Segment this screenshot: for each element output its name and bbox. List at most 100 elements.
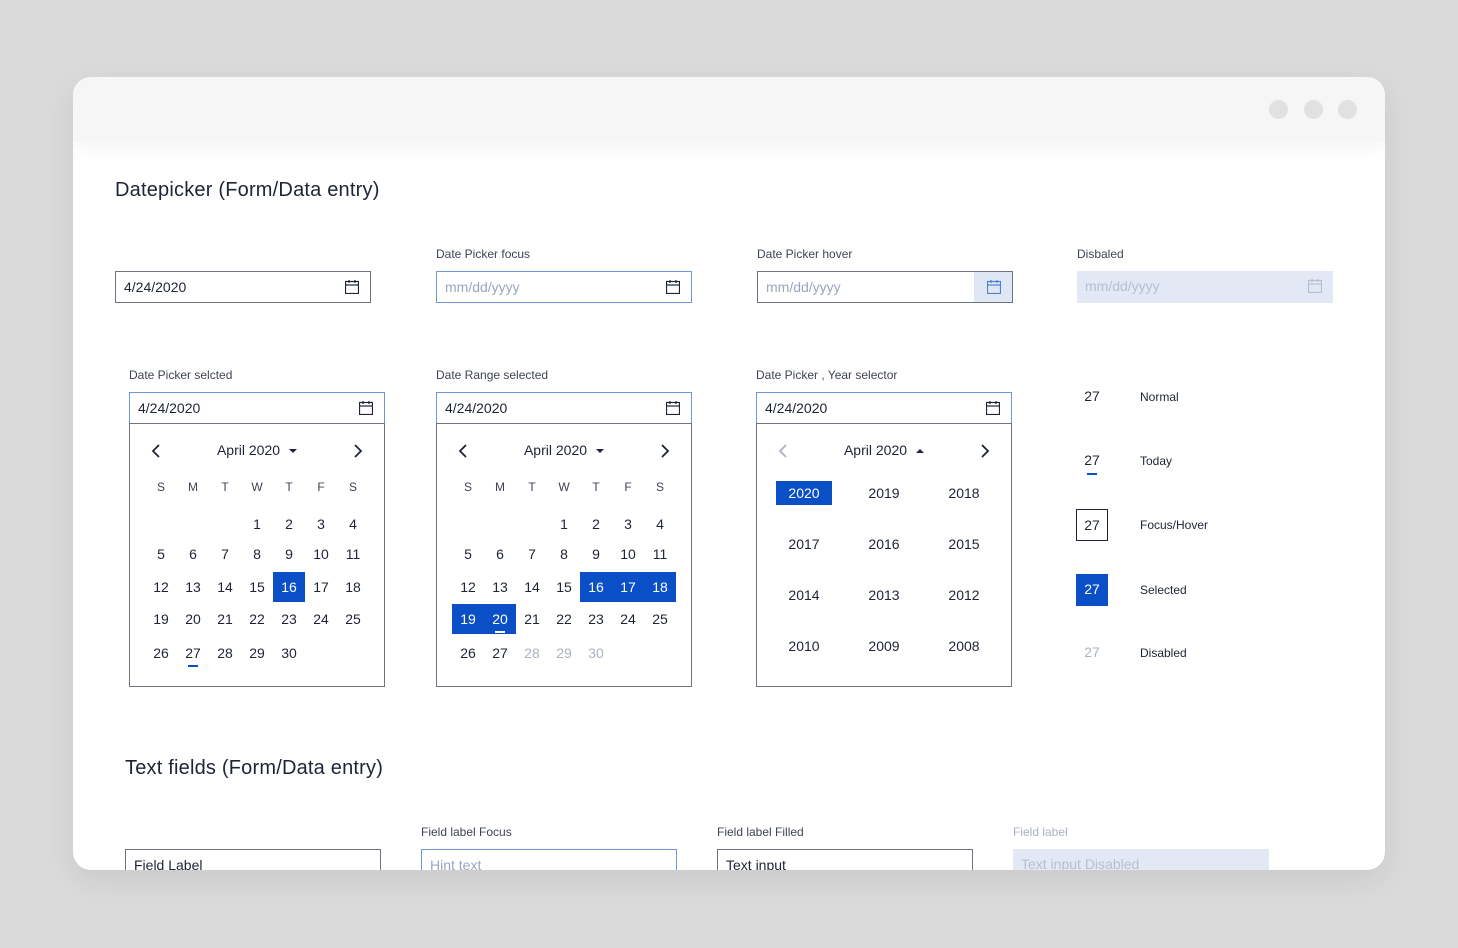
year-option[interactable]: 2019 — [868, 485, 900, 501]
calendar-icon[interactable] — [666, 280, 680, 294]
calendar-day[interactable]: 26 — [460, 645, 476, 661]
calendar-icon[interactable] — [987, 280, 1001, 294]
year-option[interactable]: 2009 — [868, 638, 900, 654]
datepicker-input-default[interactable]: 4/24/2020 — [115, 271, 371, 303]
calendar-day[interactable]: 10 — [620, 546, 636, 562]
calendar-icon[interactable] — [986, 401, 1000, 415]
chevron-left-icon[interactable] — [147, 441, 167, 461]
calendar-icon[interactable] — [666, 401, 680, 415]
window-close-button[interactable] — [1338, 100, 1357, 119]
year-option[interactable]: 2017 — [788, 536, 820, 552]
calendar-day[interactable]: 5 — [464, 546, 472, 562]
month-selector[interactable]: April 2020 — [757, 442, 1011, 458]
calendar-day[interactable]: 13 — [492, 579, 508, 595]
chevron-right-icon[interactable] — [654, 441, 674, 461]
calendar-day[interactable]: 17 — [313, 579, 329, 595]
calendar-day[interactable]: 29 — [249, 645, 265, 661]
calendar-day[interactable]: 7 — [528, 546, 536, 562]
year-option[interactable]: 2014 — [788, 587, 820, 603]
year-option[interactable]: 2012 — [948, 587, 980, 603]
datepicker-input-focus[interactable]: mm/dd/yyyy — [436, 271, 692, 303]
month-selector[interactable]: April 2020 — [130, 442, 384, 458]
calendar-day[interactable]: 12 — [153, 579, 169, 595]
calendar-day[interactable]: 27 — [177, 638, 209, 668]
year-option[interactable]: 2010 — [788, 638, 820, 654]
calendar-day[interactable]: 21 — [524, 611, 540, 627]
calendar-day[interactable]: 1 — [253, 516, 261, 532]
calendar-day[interactable]: 24 — [313, 611, 329, 627]
year-option[interactable]: 2008 — [948, 638, 980, 654]
calendar-day[interactable]: 11 — [652, 546, 668, 562]
calendar-day[interactable]: 30 — [281, 645, 297, 661]
calendar-day[interactable]: 22 — [249, 611, 265, 627]
calendar-day[interactable]: 8 — [560, 546, 568, 562]
chevron-left-icon[interactable] — [454, 441, 474, 461]
calendar-day[interactable]: 2 — [285, 516, 293, 532]
year-option[interactable]: 2015 — [948, 536, 980, 552]
text-field-focus[interactable]: Hint text — [421, 849, 677, 870]
calendar-day[interactable]: 19 — [452, 604, 484, 634]
calendar-day[interactable]: 27 — [492, 645, 508, 661]
calendar-day[interactable]: 6 — [189, 546, 197, 562]
calendar-day[interactable]: 26 — [153, 645, 169, 661]
calendar-day[interactable]: 14 — [524, 579, 540, 595]
calendar-day[interactable]: 6 — [496, 546, 504, 562]
month-selector[interactable]: April 2020 — [437, 442, 691, 458]
calendar-day[interactable]: 16 — [273, 572, 305, 602]
calendar-day[interactable]: 20 — [484, 604, 516, 634]
state-focus-hover-day[interactable]: 27 — [1076, 509, 1108, 541]
calendar-day[interactable]: 25 — [345, 611, 361, 627]
calendar-day[interactable]: 23 — [588, 611, 604, 627]
calendar-day[interactable]: 16 — [580, 572, 612, 602]
calendar-day[interactable]: 4 — [349, 516, 357, 532]
calendar-day[interactable]: 8 — [253, 546, 261, 562]
calendar-day[interactable]: 19 — [153, 611, 169, 627]
calendar-day[interactable]: 3 — [624, 516, 632, 532]
calendar-day[interactable]: 13 — [185, 579, 201, 595]
calendar-button-hover[interactable] — [974, 272, 1012, 302]
calendar-day[interactable]: 5 — [157, 546, 165, 562]
calendar-day[interactable]: 9 — [592, 546, 600, 562]
calendar-icon[interactable] — [345, 280, 359, 294]
calendar-day[interactable]: 1 — [560, 516, 568, 532]
calendar-day[interactable]: 28 — [217, 645, 233, 661]
window-maximize-button[interactable] — [1304, 100, 1323, 119]
calendar-day[interactable]: 2 — [592, 516, 600, 532]
chevron-right-icon[interactable] — [347, 441, 367, 461]
calendar-day[interactable]: 15 — [249, 579, 265, 595]
chevron-right-icon[interactable] — [974, 441, 994, 461]
calendar-day[interactable]: 18 — [644, 572, 676, 602]
calendar-year-input[interactable]: 4/24/2020 — [756, 392, 1012, 424]
state-selected-day[interactable]: 27 — [1076, 574, 1108, 606]
year-option[interactable]: 2016 — [868, 536, 900, 552]
year-option[interactable]: 2013 — [868, 587, 900, 603]
text-field-filled[interactable]: Text input — [717, 849, 973, 870]
calendar-day[interactable]: 24 — [620, 611, 636, 627]
calendar-icon[interactable] — [359, 401, 373, 415]
calendar-day[interactable]: 21 — [217, 611, 233, 627]
calendar-day[interactable]: 3 — [317, 516, 325, 532]
datepicker-input-hover[interactable]: mm/dd/yyyy — [757, 271, 1013, 303]
calendar-day[interactable]: 14 — [217, 579, 233, 595]
calendar-day[interactable]: 15 — [556, 579, 572, 595]
state-normal-day[interactable]: 27 — [1084, 388, 1100, 404]
state-today-day[interactable]: 27 — [1076, 445, 1108, 477]
calendar-day[interactable]: 7 — [221, 546, 229, 562]
calendar-selected-input[interactable]: 4/24/2020 — [129, 392, 385, 424]
text-field-default[interactable]: Field Label — [125, 849, 381, 870]
calendar-day[interactable]: 22 — [556, 611, 572, 627]
calendar-day[interactable]: 10 — [313, 546, 329, 562]
window-minimize-button[interactable] — [1269, 100, 1288, 119]
calendar-day[interactable]: 12 — [460, 579, 476, 595]
year-option[interactable]: 2020 — [776, 481, 832, 505]
calendar-day[interactable]: 20 — [185, 611, 201, 627]
calendar-day[interactable]: 17 — [612, 572, 644, 602]
calendar-range-input[interactable]: 4/24/2020 — [436, 392, 692, 424]
calendar-day[interactable]: 4 — [656, 516, 664, 532]
calendar-day[interactable]: 9 — [285, 546, 293, 562]
calendar-day[interactable]: 18 — [345, 579, 361, 595]
calendar-day[interactable]: 23 — [281, 611, 297, 627]
calendar-day[interactable]: 25 — [652, 611, 668, 627]
calendar-day[interactable]: 11 — [345, 546, 361, 562]
year-option[interactable]: 2018 — [948, 485, 980, 501]
